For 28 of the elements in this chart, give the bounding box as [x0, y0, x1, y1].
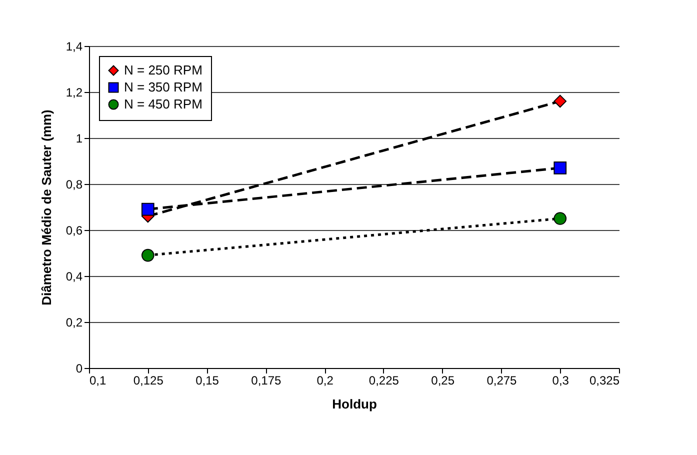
- point: [554, 94, 567, 108]
- y-tick-label: 0: [76, 362, 83, 376]
- y-tick-label: 0,2: [66, 316, 83, 330]
- y-tick-label: 1,2: [66, 86, 83, 100]
- x-tick-label: 0,325: [589, 374, 620, 388]
- point: [141, 202, 154, 216]
- point: [141, 248, 154, 262]
- x-axis-title: Holdup: [332, 396, 377, 412]
- legend-label: N = 350 RPM: [124, 80, 202, 94]
- x-tick-label: 0,175: [251, 374, 282, 388]
- y-tick-label: 0,8: [66, 178, 83, 192]
- x-tick-label: 0,2: [316, 374, 334, 388]
- x-tick-label: 0,25: [431, 374, 455, 388]
- legend-label: N = 450 RPM: [124, 96, 202, 112]
- y-axis-title: Diâmetro Médio de Sauter (mm): [38, 110, 54, 306]
- legend-label: N = 250 RPM: [124, 62, 202, 78]
- y-tick-label: 1,4: [66, 40, 83, 54]
- x-tick-label: 0,15: [196, 374, 220, 388]
- x-tick-label: 0,275: [486, 374, 518, 388]
- x-tick-label: 0,125: [133, 374, 164, 388]
- x-tick-label: 0,225: [368, 374, 400, 388]
- x-tick-label: 0,1: [90, 374, 107, 388]
- x-tick-label: 0,3: [552, 374, 570, 388]
- y-tick-label: 0,6: [66, 224, 83, 238]
- y-tick-label: 0,4: [66, 270, 83, 284]
- point: [554, 161, 567, 174]
- y-tick-label: 1: [76, 132, 83, 146]
- point: [554, 212, 567, 225]
